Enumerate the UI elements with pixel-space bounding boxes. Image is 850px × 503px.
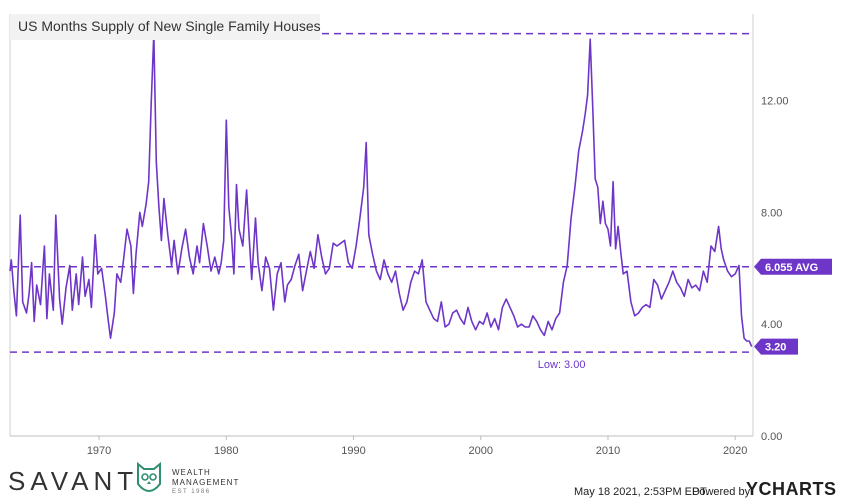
- last-value-label: 3.20: [765, 342, 786, 354]
- chart-title: US Months Supply of New Single Family Ho…: [18, 18, 321, 34]
- y-tick-label: 0.00: [761, 431, 782, 443]
- average-value-tag: [754, 258, 832, 275]
- chart-lines: [9, 32, 753, 347]
- y-tick-label: 4.00: [761, 319, 782, 331]
- brand-name: SAVANT: [8, 466, 139, 496]
- x-tick-label: 1990: [341, 445, 365, 457]
- chart-axes: [9, 14, 754, 437]
- y-tick-label: 12.00: [761, 96, 789, 108]
- footer: SAVANT WEALTH MANAGEMENT EST 1986 May 18…: [0, 456, 850, 503]
- chart-ticks: 0.00 4.00 8.00 12.00 1970 1980 1990 2000 2010 202…: [87, 96, 789, 457]
- series-line-0: [9, 32, 753, 347]
- brand-line-wealth: WEALTH: [172, 468, 211, 477]
- timestamp: May 18 2021, 2:53PM EDT.: [574, 486, 709, 498]
- title-background: [10, 14, 320, 40]
- average-value-label: 6.055 AVG: [765, 262, 818, 274]
- low-label: Low: 3.00: [538, 359, 586, 371]
- brand-line-management: MANAGEMENT: [172, 478, 240, 487]
- owl-logo-icon: [137, 462, 161, 492]
- powered-by: Powered by: [692, 486, 751, 498]
- y-tick-label: 8.00: [761, 207, 782, 219]
- x-tick-label: 2000: [468, 445, 492, 457]
- last-value-tag: [754, 338, 798, 355]
- ycharts-logo[interactable]: YCHARTS: [746, 479, 837, 499]
- x-tick-label: 1970: [87, 445, 111, 457]
- x-tick-label: 1980: [214, 445, 238, 457]
- x-tick-label: 2020: [723, 445, 747, 457]
- brand-established: EST 1986: [172, 489, 211, 495]
- x-tick-label: 2010: [596, 445, 620, 457]
